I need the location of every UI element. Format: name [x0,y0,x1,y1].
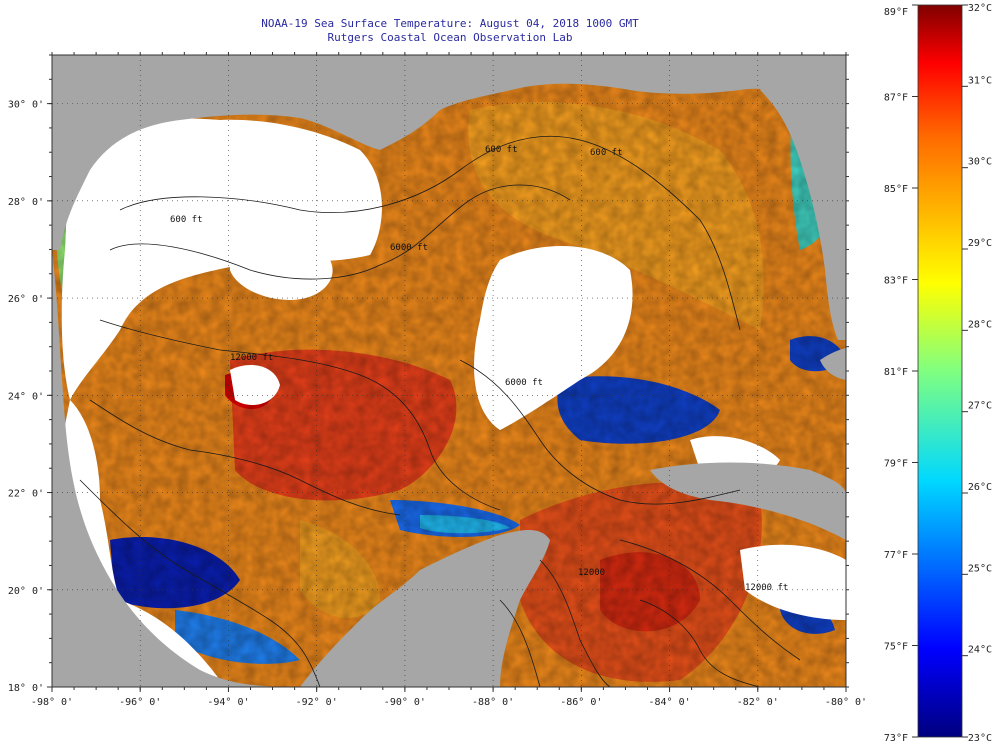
colorbar-celsius: 32°C 31°C 30°C 29°C 28°C 27°C 26°C 25°C 24°C 23°C [962,3,992,744]
y-tick-label: 18° 0' [8,683,44,694]
x-tick-label: -82° 0' [737,697,779,708]
chart-subtitle: Rutgers Coastal Ocean Observation Lab [327,31,573,44]
y-tick-label: 26° 0' [8,294,44,305]
y-tick-label: 30° 0' [8,100,44,111]
cb-c-label: 26°C [968,482,992,493]
x-tick-label: -90° 0' [384,697,426,708]
colorbar-scale [917,4,963,738]
x-tick-label: -84° 0' [648,697,690,708]
cb-c-label: 28°C [968,319,992,330]
x-tick-label: -80° 0' [825,697,867,708]
depth-contours [79,135,801,687]
lat-lon-grid [52,55,846,687]
cb-f-label: 89°F [884,7,908,18]
contour-label: 6000 ft [390,243,428,253]
cb-f-label: 83°F [884,276,908,287]
cb-c-label: 32°C [968,3,992,14]
contour-label-group: 600 ft 600 ft 6000 ft 12000 ft 6000 ft 1… [170,145,788,593]
cb-f-label: 79°F [884,459,908,470]
contour-label: 600 ft [485,145,518,155]
contour-label: 600 ft [590,148,623,158]
cb-f-label: 77°F [884,550,908,561]
contour-label: 12000 ft [745,583,788,593]
map-area: 600 ft 600 ft 6000 ft 12000 ft 6000 ft 1… [52,55,846,687]
cb-c-label: 25°C [968,563,992,574]
y-tick-label: 22° 0' [8,489,44,500]
contour-label: 12000 ft [230,353,273,363]
x-tick-label: -96° 0' [119,697,161,708]
colorbar-fahrenheit: 89°F 87°F 85°F 83°F 81°F 79°F 77°F 75°F 73°F [884,4,918,744]
cb-f-label: 85°F [884,184,908,195]
contour-label: 6000 ft [505,378,543,388]
cb-c-label: 24°C [968,645,992,656]
x-tick-label: -98° 0' [31,697,73,708]
y-axis: 30° 0' 28° 0' 26° 0' 24° 0' 22° 0' 20° 0' 18° … [8,54,849,694]
x-tick-label: -92° 0' [296,697,338,708]
y-tick-label: 28° 0' [8,197,44,208]
cb-c-label: 31°C [968,75,992,86]
cb-f-label: 87°F [884,93,908,104]
y-tick-label: 20° 0' [8,586,44,597]
cb-c-label: 30°C [968,157,992,168]
x-tick-label: -86° 0' [560,697,602,708]
land [52,55,846,687]
chart-title: NOAA-19 Sea Surface Temperature: August … [261,17,639,30]
contour-label: 12000 [578,568,605,578]
cb-f-label: 73°F [884,733,908,744]
y-tick-label: 24° 0' [8,391,44,402]
cb-f-label: 75°F [884,642,908,653]
colorbar: 89°F 87°F 85°F 83°F 81°F 79°F 77°F 75°F 73°F 32°… [884,3,992,744]
cb-c-label: 23°C [968,733,992,744]
cb-f-label: 81°F [884,367,908,378]
x-tick-label: -94° 0' [207,697,249,708]
x-axis: -98° 0' -96° 0' -94° 0' -92° 0' -90° 0' -88° … [31,52,867,708]
x-tick-label: -88° 0' [472,697,514,708]
cb-c-label: 27°C [968,401,992,412]
cb-c-label: 29°C [968,238,992,249]
contour-label: 600 ft [170,215,203,225]
